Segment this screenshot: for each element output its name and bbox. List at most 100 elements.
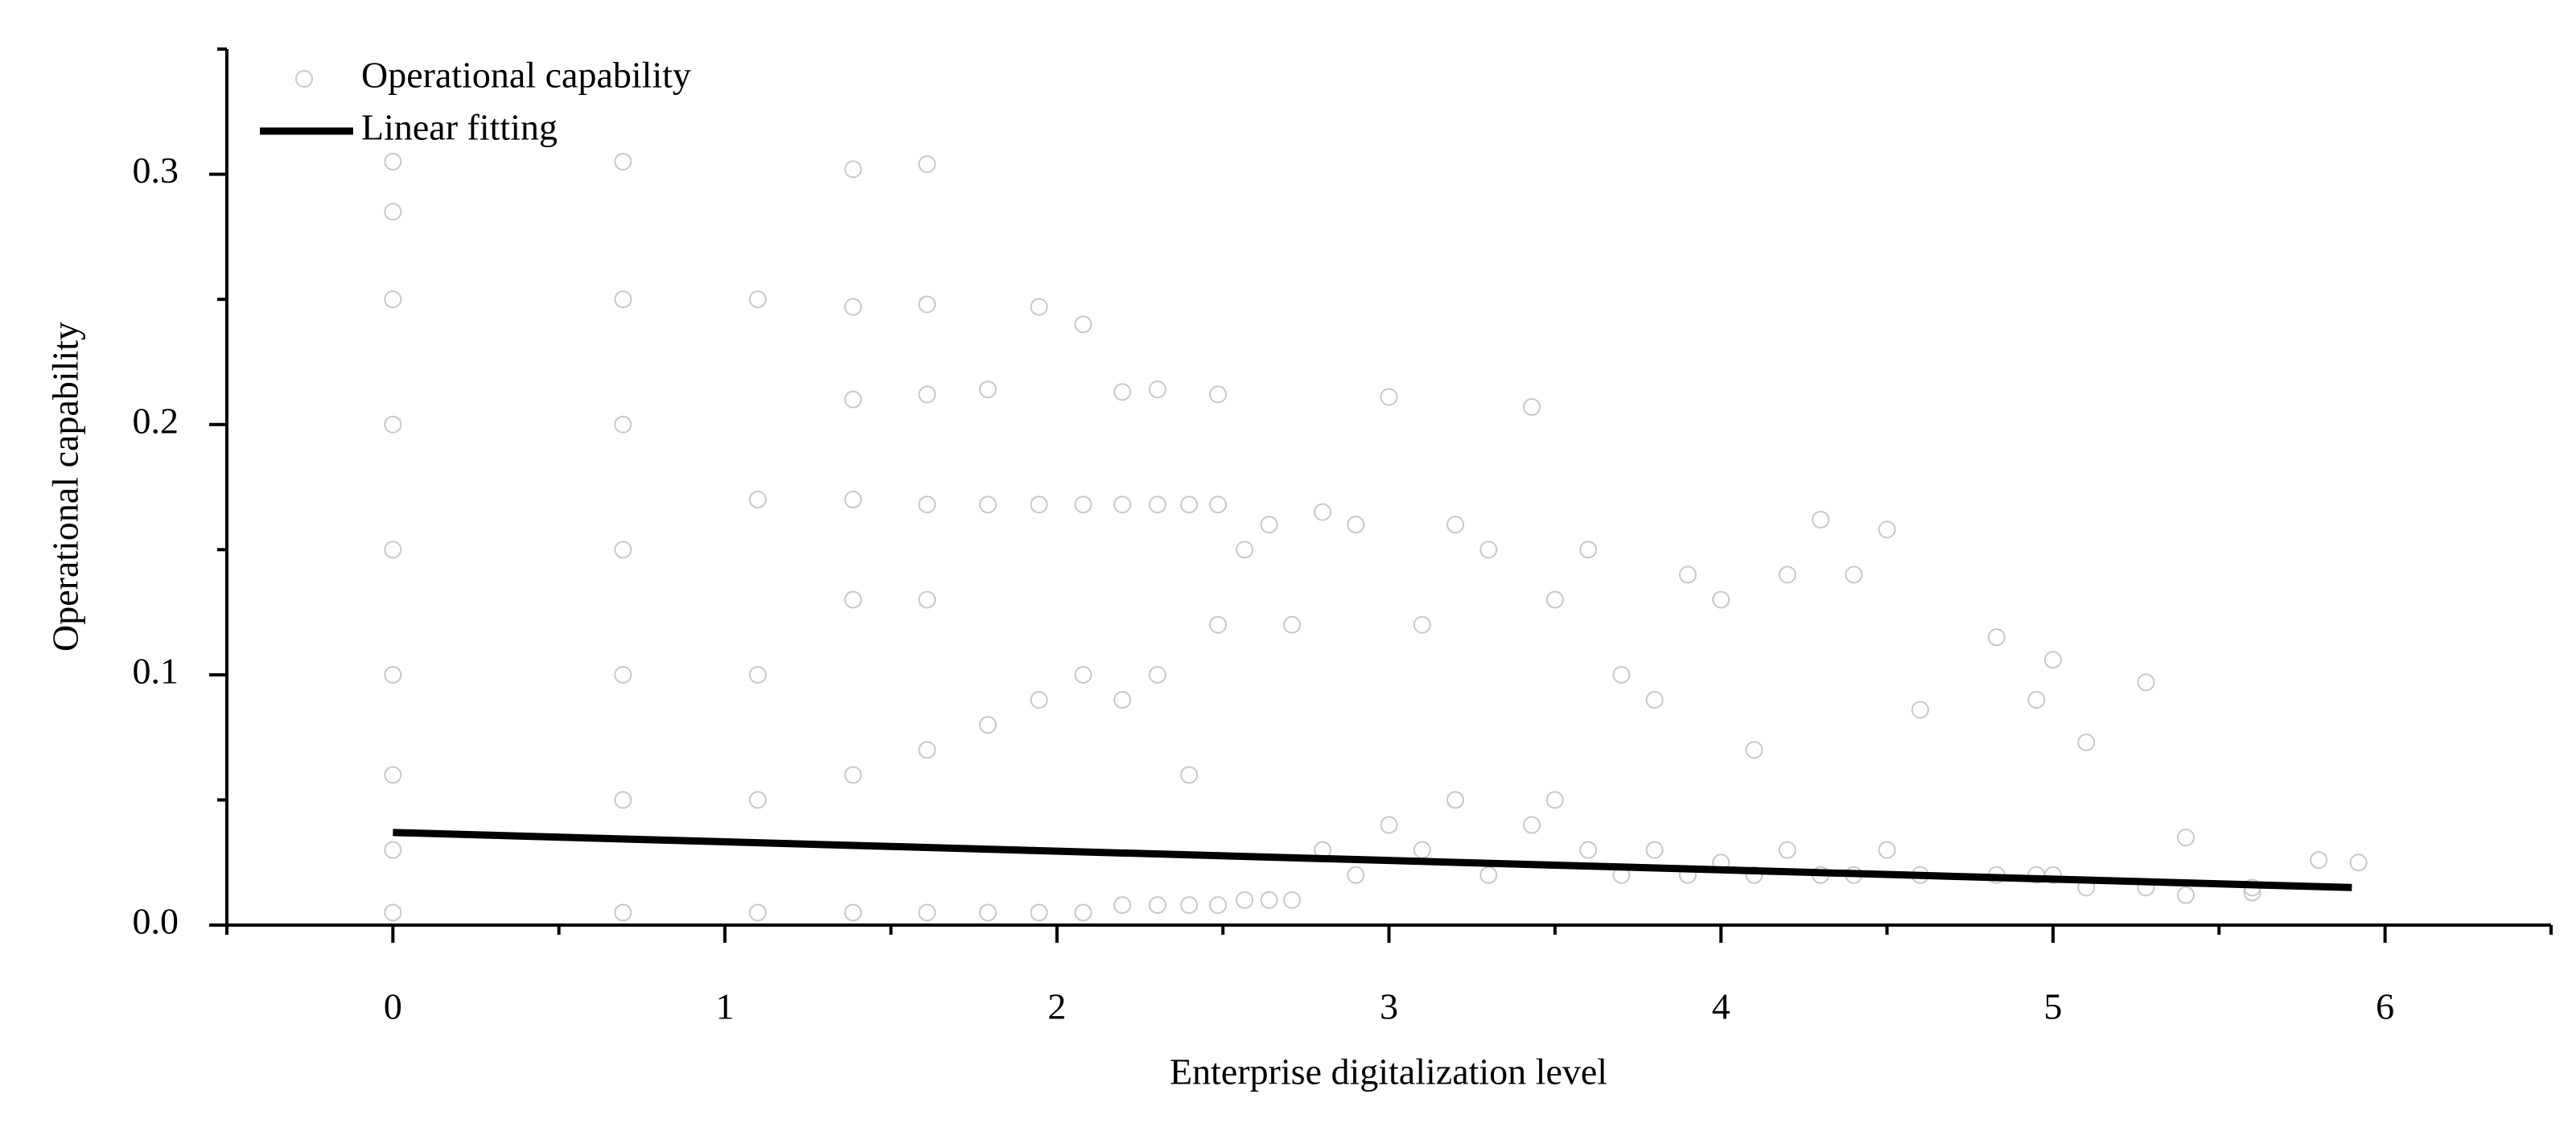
scatter-point [384,415,402,434]
scatter-point [1579,541,1598,559]
fit-line [393,829,2352,891]
scatter-point [614,665,632,684]
scatter-point [1712,590,1730,609]
scatter-point [1645,690,1664,709]
scatter-point [1208,385,1227,404]
scatter-point [614,903,632,922]
legend-label: Linear fitting [361,107,558,148]
scatter-point [1446,791,1465,809]
scatter-point [2349,853,2368,872]
scatter-point [978,903,997,922]
scatter-point [1113,496,1132,514]
scatter-point [844,766,862,784]
scatter-point [1413,841,1431,859]
legend-marker [295,70,313,88]
scatter-point [384,766,402,784]
x-tick-label: 0 [384,986,402,1027]
scatter-point [384,903,402,922]
x-tick-label: 6 [2376,986,2394,1027]
scatter-point [978,716,997,734]
scatter-point [1446,516,1465,534]
y-tick-label: 0.1 [133,650,179,691]
scatter-point [1479,866,1498,884]
scatter-point [918,496,936,514]
scatter-point [2177,886,2195,904]
x-tick-label: 5 [2043,986,2062,1027]
scatter-point [844,390,862,409]
scatter-point [1313,503,1331,521]
scatter-point [1678,566,1697,584]
scatter-point [844,590,862,609]
scatter-point [1180,896,1199,915]
x-tick-label: 4 [1712,986,1730,1027]
scatter-point [844,903,862,922]
scatter-point [1612,665,1631,684]
x-tick-label: 3 [1380,986,1398,1027]
scatter-point [918,155,936,174]
scatter-point [1148,380,1167,399]
scatter-point [1113,690,1132,709]
scatter-point [1347,516,1365,534]
x-tick-label: 2 [1047,986,1066,1027]
scatter-point [1911,701,1929,719]
scatter-point [614,290,632,309]
scatter-point [614,153,632,171]
scatter-point [978,380,997,399]
scatter-point [1208,615,1227,634]
scatter-point [384,841,402,859]
scatter-point [918,903,936,922]
scatter-point [1380,816,1398,834]
scatter-point [1282,890,1301,909]
scatter-point [384,203,402,221]
scatter-point [1645,841,1664,859]
scatter-point [918,590,936,609]
scatter-point [614,541,632,559]
scatter-point [614,415,632,434]
scatter-point [1260,890,1278,909]
scatter-point [1030,496,1048,514]
scatter-point [384,290,402,309]
scatter-point [1208,496,1227,514]
scatter-point [978,496,997,514]
scatter-point [1030,903,1048,922]
scatter-point [1030,690,1048,709]
scatter-point [1282,615,1301,634]
y-tick-label: 0.2 [133,400,179,441]
scatter-point [1260,516,1278,534]
scatter-point [1235,890,1253,909]
scatter-point [1113,383,1132,401]
scatter-point [2310,851,2328,870]
scatter-point [1148,496,1167,514]
scatter-point [1208,896,1227,915]
scatter-point [1745,866,1763,884]
scatter-point [2043,651,2062,669]
scatter-point [1148,665,1167,684]
scatter-point [1180,496,1199,514]
x-axis-label: Enterprise digitalization level [1170,1051,1607,1092]
scatter-point [1845,566,1863,584]
scatter-point [1148,896,1167,915]
scatter-point [1579,841,1598,859]
scatter-point [1479,541,1498,559]
scatter-point [2043,866,2062,884]
y-tick-label: 0.0 [133,901,179,942]
scatter-point [1074,315,1093,334]
scatter-point [1545,791,1564,809]
scatter-point [844,160,862,179]
scatter-point [1545,590,1564,609]
scatter-point [844,491,862,509]
scatter-point [1380,388,1398,406]
scatter-point [748,903,767,922]
scatter-point [1778,566,1796,584]
y-axis-label: Operational capability [45,322,86,652]
scatter-point [1878,841,1896,859]
scatter-point [1522,816,1541,834]
scatter-point [2177,829,2195,847]
scatter-point [748,290,767,309]
scatter-point [918,385,936,404]
scatter-point [384,153,402,171]
scatter-point [1113,896,1132,915]
scatter-point [844,298,862,316]
scatter-point [1074,665,1093,684]
